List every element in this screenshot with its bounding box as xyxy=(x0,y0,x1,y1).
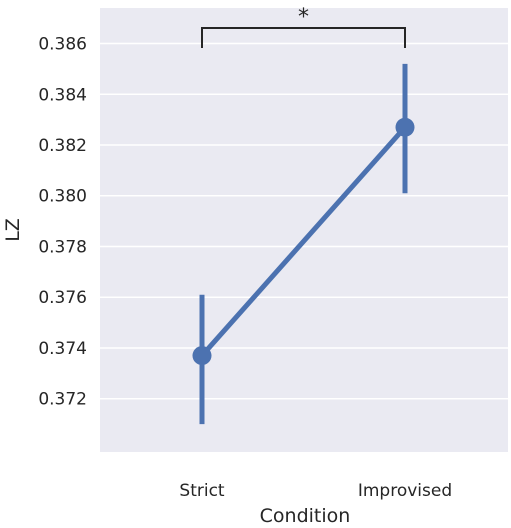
y-tick-label: 0.380 xyxy=(38,187,87,207)
y-tick-label: 0.384 xyxy=(38,85,87,105)
series-line xyxy=(200,125,407,358)
y-axis-title: LZ xyxy=(2,218,24,242)
y-tick-label: 0.374 xyxy=(38,339,87,359)
y-tick-label: 0.376 xyxy=(38,288,87,308)
bracket-line xyxy=(201,27,406,48)
gridlines xyxy=(100,42,508,400)
data-point xyxy=(192,346,212,366)
data-point xyxy=(395,117,415,137)
series-marks xyxy=(192,63,415,425)
plot-background xyxy=(100,8,508,452)
y-tick-label: 0.386 xyxy=(38,35,87,55)
y-tick-labels: 0.372 0.374 0.376 0.378 0.380 0.382 0.384 0.386 xyxy=(38,35,87,410)
y-tick-label: 0.382 xyxy=(38,136,87,156)
significance-bracket: * xyxy=(201,5,406,48)
significance-star: * xyxy=(298,5,309,30)
x-tick-label: Improvised xyxy=(358,481,452,501)
x-tick-labels: Strict Improvised xyxy=(179,481,452,501)
y-tick-label: 0.378 xyxy=(38,237,87,257)
x-tick-label: Strict xyxy=(179,481,225,501)
y-tick-label: 0.372 xyxy=(38,390,87,410)
x-axis-title: Condition xyxy=(260,505,351,527)
